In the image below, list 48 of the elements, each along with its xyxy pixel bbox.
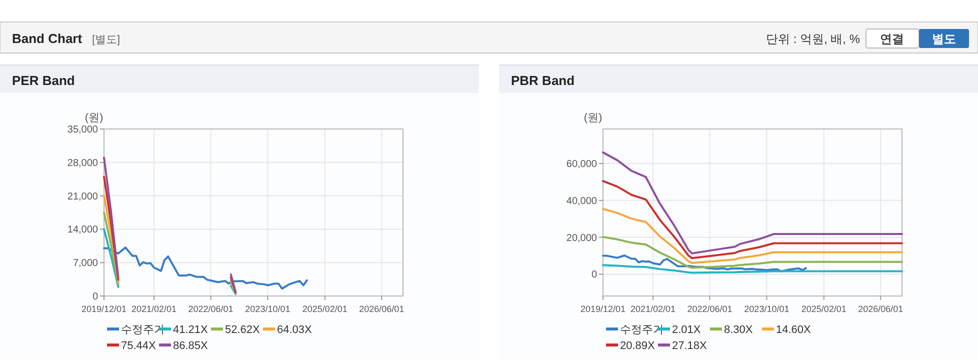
x-tick-label: 2025/02/01 [801,304,846,314]
x-tick-label: 2022/06/01 [687,304,732,314]
legend-label: 64.03X [277,324,313,336]
legend-label: 27.18X [672,340,708,352]
legend-label: 20.89X [620,340,656,352]
line-series [602,254,807,272]
y-tick-label: 0 [591,270,598,281]
y-axis-title: (원) [584,112,602,124]
x-tick-label: 2023/10/01 [744,304,790,314]
legend-label: 2.01X [672,324,702,336]
y-tick-label: 40,000 [566,196,598,207]
x-tick-label: 2023/10/01 [245,304,290,314]
y-tick-label: 60,000 [566,159,598,170]
x-tick-label: 2022/06/01 [188,304,234,314]
y-axis-title: (원) [84,112,104,124]
legend-label: 75.44X [121,340,157,352]
line-series [602,208,903,264]
chart-title: PER Band [12,73,75,88]
text: Band Chart [12,31,83,46]
line-series [602,264,903,274]
legend-label: 14.60X [776,324,812,336]
line-series [103,246,308,290]
y-tick-label: 0 [92,292,98,302]
line-series [602,180,903,260]
y-tick-label: 28,000 [67,158,98,169]
y-tick-label: 7,000 [72,258,98,270]
legend-label: 8.30X [724,324,754,336]
text: 연결 [880,32,904,46]
line-series [602,236,903,269]
y-tick-label: 35,000 [67,124,98,136]
legend-label: 41.21X [173,324,209,336]
text: 별도 [932,32,956,46]
x-tick-label: 2026/06/01 [858,304,904,314]
legend-label: 86.85X [173,340,209,352]
x-tick-label: 2019/12/01 [580,304,626,314]
x-tick-label: 2025/02/01 [302,304,348,314]
y-tick-label: 20,000 [566,232,598,244]
legend-label: 52.62X [225,324,261,336]
text: 단위 : 억원, 배, % [766,32,860,46]
x-tick-label: 2021/02/01 [132,304,177,314]
x-tick-label: 2026/06/01 [359,304,404,314]
y-tick-label: 14,000 [67,224,98,236]
text: [별도] [92,34,120,46]
x-tick-label: 2019/12/01 [81,304,127,314]
y-tick-label: 21,000 [67,191,98,202]
chart-title: PBR Band [511,73,575,88]
line-series [602,151,903,254]
x-tick-label: 2021/02/01 [630,304,676,314]
